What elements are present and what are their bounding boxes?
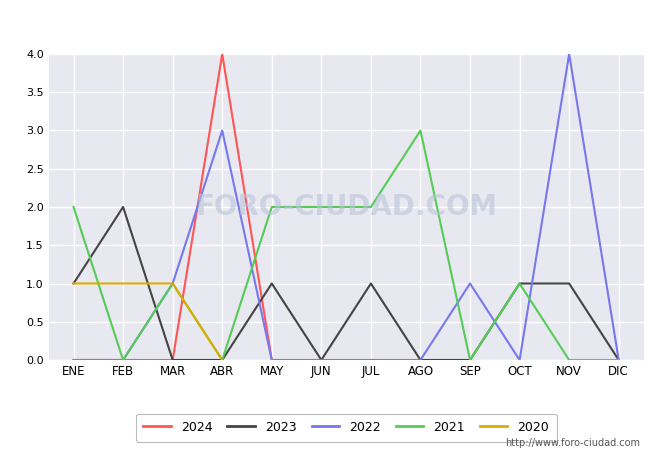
Legend: 2024, 2023, 2022, 2021, 2020: 2024, 2023, 2022, 2021, 2020	[136, 414, 556, 442]
Text: http://www.foro-ciudad.com: http://www.foro-ciudad.com	[505, 438, 640, 448]
Text: Matriculaciones de Vehiculos en Villamor de los Escuderos: Matriculaciones de Vehiculos en Villamor…	[111, 17, 539, 32]
Text: FORO-CIUDAD.COM: FORO-CIUDAD.COM	[195, 193, 497, 221]
